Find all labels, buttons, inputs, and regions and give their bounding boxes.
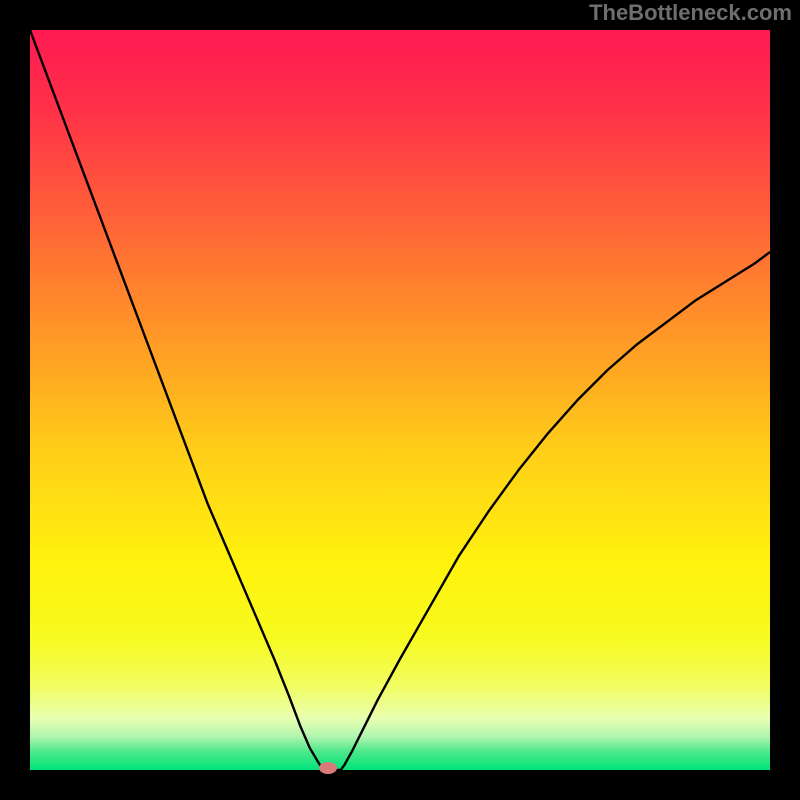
plot-area bbox=[30, 30, 770, 770]
minimum-marker bbox=[319, 762, 337, 774]
chart-frame: TheBottleneck.com bbox=[0, 0, 800, 800]
watermark-text: TheBottleneck.com bbox=[589, 0, 792, 26]
curve-path bbox=[30, 30, 770, 770]
bottleneck-curve bbox=[30, 30, 770, 770]
